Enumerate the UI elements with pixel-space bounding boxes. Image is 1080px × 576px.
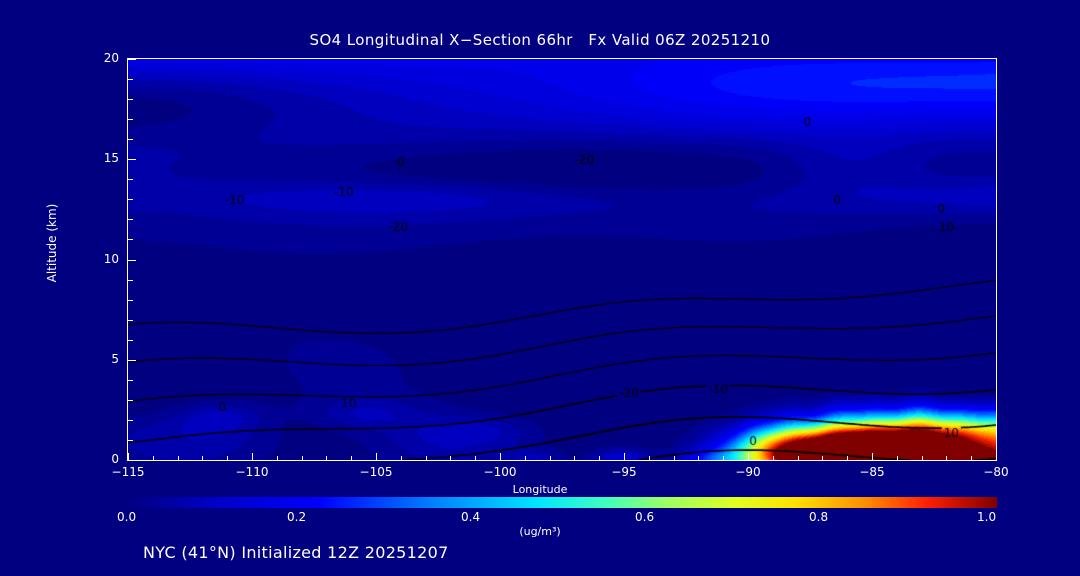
x-minor-tick [475, 456, 476, 460]
y-minor-tick [128, 320, 133, 321]
y-minor-tick [128, 199, 133, 200]
x-minor-tick [971, 456, 972, 460]
y-major-tick [128, 59, 136, 60]
y-minor-tick [128, 340, 133, 341]
x-minor-tick [550, 456, 551, 460]
y-major-tick [128, 159, 136, 160]
x-major-tick [376, 453, 377, 460]
y-minor-tick [128, 239, 133, 240]
x-minor-tick [723, 456, 724, 460]
x-minor-tick [773, 456, 774, 460]
y-minor-tick [128, 400, 133, 401]
x-major-tick [128, 453, 129, 460]
y-tick-label-20: 20 [103, 51, 119, 65]
y-tick-label-0: 0 [111, 452, 119, 466]
colorbar-tick-0-4: 0.4 [461, 510, 481, 524]
y-minor-tick [128, 179, 133, 180]
x-minor-tick [897, 456, 898, 460]
colorbar-tick-0-2: 0.2 [287, 510, 307, 524]
page-title: SO4 Longitudinal X−Section 66hr Fx Valid… [309, 31, 771, 49]
colorbar-gradient [127, 497, 997, 508]
x-minor-tick [946, 456, 947, 460]
y-minor-tick [128, 219, 133, 220]
colorbar-units-label: (ug/m³) [519, 525, 561, 538]
x-minor-tick [426, 456, 427, 460]
x-axis-title: Longitude [512, 483, 568, 496]
x-tick-label-neg95: −95 [611, 465, 637, 479]
y-minor-tick [128, 139, 133, 140]
y-minor-tick [128, 300, 133, 301]
y-minor-tick [128, 99, 133, 100]
x-minor-tick [153, 456, 154, 460]
contour-overlay-canvas [128, 59, 996, 460]
x-tick-label-neg115: −115 [111, 465, 145, 479]
x-tick-label-neg85: −85 [859, 465, 885, 479]
x-tick-label-neg105: −105 [359, 465, 393, 479]
x-minor-tick [674, 456, 675, 460]
y-major-tick [128, 460, 136, 461]
y-axis-title: Altitude (km) [45, 203, 59, 283]
x-minor-tick [822, 456, 823, 460]
x-minor-tick [178, 456, 179, 460]
y-minor-tick [128, 79, 133, 80]
colorbar-tick-1-0: 1.0 [977, 510, 997, 524]
x-major-tick [252, 453, 253, 460]
x-minor-tick [922, 456, 923, 460]
x-major-tick [748, 453, 749, 460]
colorbar-tick-0-6: 0.6 [635, 510, 655, 524]
x-minor-tick [401, 456, 402, 460]
y-minor-tick [128, 119, 133, 120]
x-tick-label-neg110: −110 [235, 465, 269, 479]
x-major-tick [500, 453, 501, 460]
x-minor-tick [326, 456, 327, 460]
x-minor-tick [202, 456, 203, 460]
x-minor-tick [574, 456, 575, 460]
x-minor-tick [351, 456, 352, 460]
x-tick-label-neg80: −80 [983, 465, 1009, 479]
x-minor-tick [847, 456, 848, 460]
y-major-tick [128, 260, 136, 261]
y-tick-label-5: 5 [111, 352, 119, 366]
colorbar [127, 497, 997, 508]
x-minor-tick [525, 456, 526, 460]
x-major-tick [996, 453, 997, 460]
x-tick-label-neg90: −90 [735, 465, 761, 479]
colorbar-tick-0-8: 0.8 [809, 510, 829, 524]
y-tick-label-15: 15 [103, 151, 119, 165]
x-minor-tick [302, 456, 303, 460]
x-major-tick [872, 453, 873, 460]
x-minor-tick [798, 456, 799, 460]
colorbar-tick-0-0: 0.0 [117, 510, 137, 524]
x-minor-tick [698, 456, 699, 460]
x-minor-tick [649, 456, 650, 460]
plot-area [127, 58, 997, 461]
x-tick-label-neg100: −100 [483, 465, 517, 479]
y-minor-tick [128, 380, 133, 381]
x-minor-tick [450, 456, 451, 460]
x-minor-tick [277, 456, 278, 460]
y-minor-tick [128, 420, 133, 421]
y-tick-label-10: 10 [103, 252, 119, 266]
x-minor-tick [227, 456, 228, 460]
x-major-tick [624, 453, 625, 460]
y-major-tick [128, 360, 136, 361]
y-minor-tick [128, 280, 133, 281]
footer-caption: NYC (41°N) Initialized 12Z 20251207 [143, 543, 449, 562]
x-minor-tick [599, 456, 600, 460]
y-minor-tick [128, 440, 133, 441]
